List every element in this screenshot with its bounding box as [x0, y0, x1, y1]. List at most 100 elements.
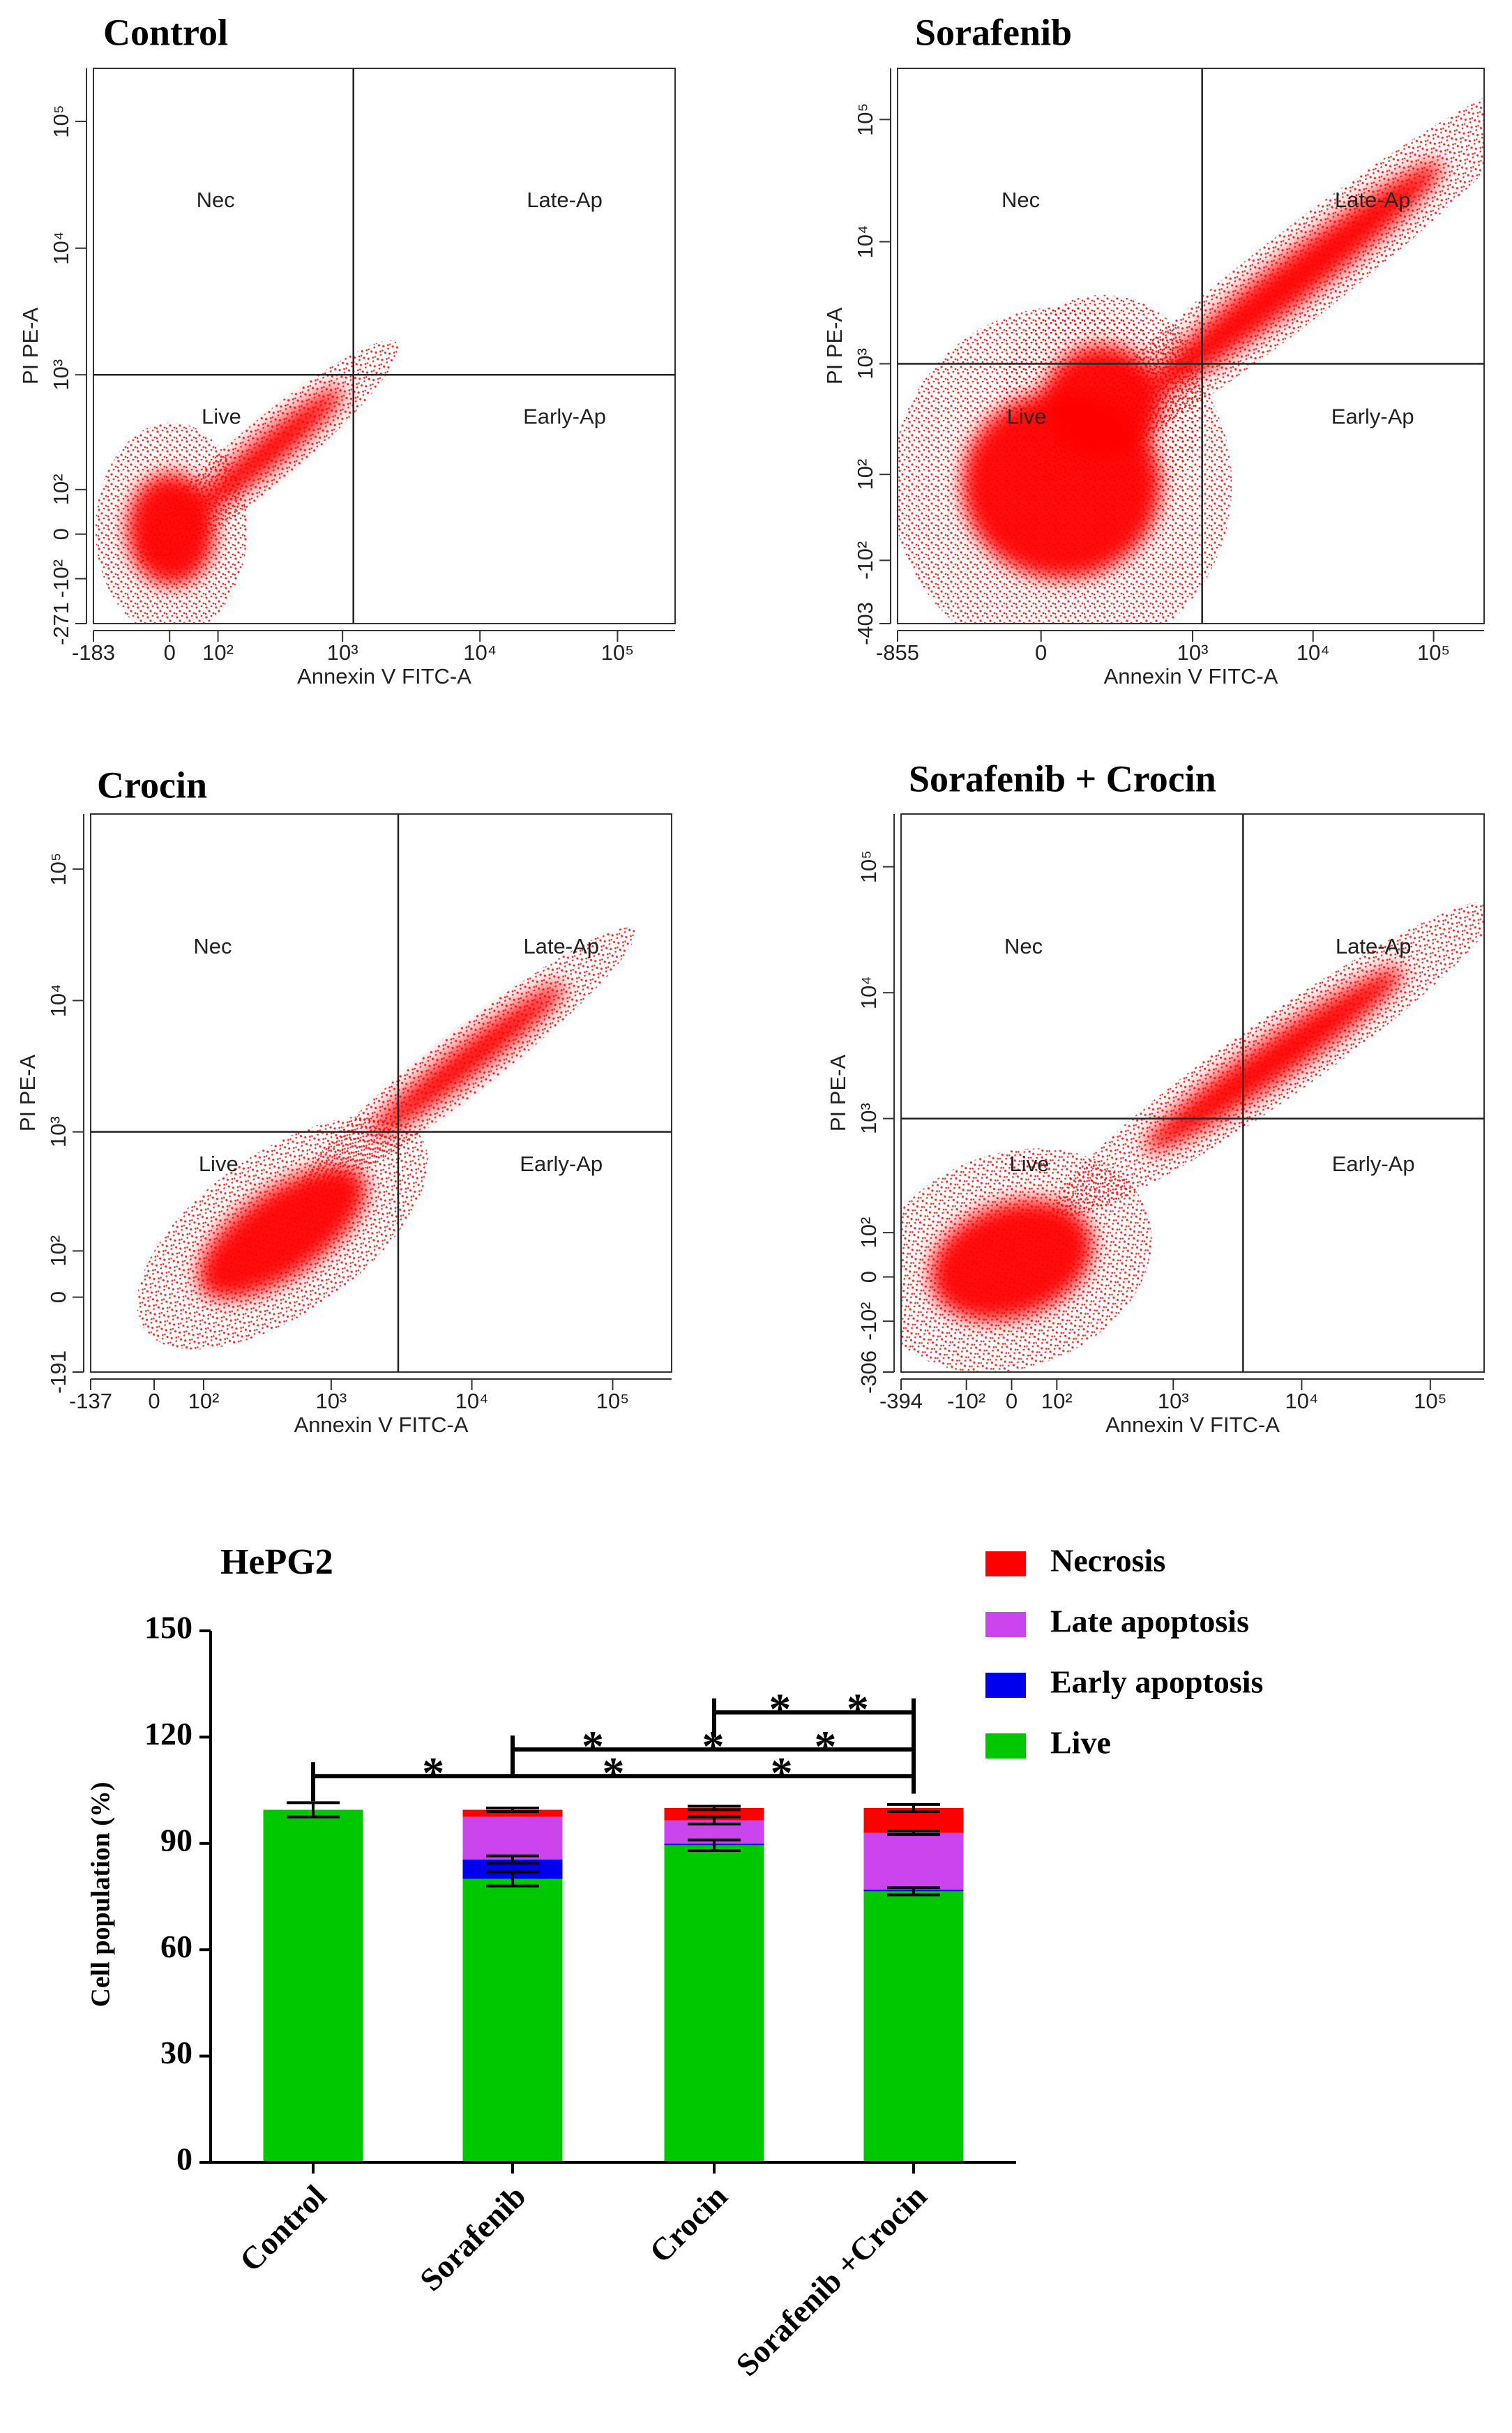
quadrant-label: Late-Ap — [527, 188, 603, 212]
legend-label: Late apoptosis — [1050, 1604, 1249, 1639]
y-tick-label: 10⁵ — [49, 105, 73, 137]
y-tick-label: 30 — [160, 2035, 192, 2070]
y-axis-label: PI PE-A — [18, 308, 43, 385]
y-tick-label: 10³ — [49, 359, 73, 391]
y-tick-label: 10⁴ — [856, 976, 881, 1009]
x-tick-label: -394 — [879, 1389, 923, 1413]
y-tick-label: 10² — [853, 459, 877, 490]
quadrant-label: Nec — [1001, 188, 1040, 212]
cell-cloud — [95, 340, 399, 624]
y-tick-label: -10² — [856, 1302, 881, 1341]
quadrant-label: Nec — [197, 188, 235, 212]
x-tick-label: 10² — [188, 1389, 220, 1413]
x-tick-label: 0 — [148, 1389, 160, 1413]
x-tick-label: -183 — [72, 640, 115, 665]
x-tick-label: Sorafenib — [413, 2178, 533, 2298]
x-tick-label: Sorafenib +Crocin — [729, 2178, 933, 2382]
y-tick-label: 10⁴ — [853, 225, 877, 259]
x-tick-label: 10³ — [327, 640, 358, 665]
cell-cloud — [901, 901, 1484, 1372]
legend-label: Live — [1050, 1725, 1111, 1761]
x-tick-label: 10⁴ — [1296, 640, 1330, 665]
x-tick-label: 0 — [1035, 640, 1047, 665]
x-tick-label: 10² — [1041, 1389, 1073, 1413]
bar-segment — [263, 1809, 363, 2162]
plot-frame — [90, 813, 672, 1373]
x-tick-label: -855 — [876, 640, 919, 665]
x-tick-label: 10⁵ — [596, 1389, 629, 1413]
significance-star: * — [771, 1748, 793, 1798]
plot-frame — [900, 813, 1485, 1373]
y-tick-label: 120 — [144, 1716, 192, 1752]
y-tick-label: -271 — [49, 602, 73, 645]
y-tick-label: 10² — [856, 1217, 881, 1249]
quadrant-label: Live — [1007, 405, 1047, 429]
x-tick-label: 10⁴ — [1285, 1389, 1319, 1413]
y-tick-label: 10² — [49, 474, 73, 505]
quadrant-label: Early-Ap — [520, 1152, 603, 1176]
y-tick-label: 150 — [144, 1610, 192, 1645]
y-tick-label: -10² — [49, 559, 73, 598]
legend-label: Necrosis — [1050, 1543, 1165, 1579]
x-tick-label: Crocin — [642, 2178, 734, 2269]
bar-segment — [863, 1832, 964, 1890]
cloud-core — [930, 1199, 1094, 1322]
y-tick-label: 0 — [856, 1271, 881, 1283]
cloud-core — [191, 386, 345, 517]
x-axis-label: Annexin V FITC-A — [294, 1413, 469, 1437]
y-tick-label: 10⁵ — [853, 103, 877, 136]
error-bar — [486, 1807, 539, 1814]
plot-frame — [93, 68, 676, 624]
panel-title: Sorafenib — [915, 11, 1072, 53]
y-axis-label: PI PE-A — [822, 308, 847, 385]
y-tick-label: 90 — [160, 1822, 192, 1858]
bar-segment — [863, 1891, 964, 2162]
quadrant-label: Live — [199, 1152, 239, 1176]
quadrant-label: Live — [1009, 1152, 1049, 1176]
y-tick-label: 0 — [46, 1291, 70, 1303]
legend-swatch — [985, 1673, 1026, 1698]
error-bar — [287, 1801, 340, 1818]
significance-star: * — [769, 1685, 791, 1734]
y-tick-label: 0 — [49, 528, 73, 540]
x-tick-label: 10⁴ — [463, 640, 497, 665]
quadrant-label: Late-Ap — [523, 934, 599, 958]
y-tick-label: -306 — [856, 1350, 881, 1394]
panel-title: Control — [103, 11, 228, 53]
x-tick-label: 10³ — [1177, 640, 1209, 665]
cell-cloud — [898, 77, 1484, 624]
x-tick-label: 10⁵ — [1417, 640, 1450, 665]
cloud-core — [197, 1166, 368, 1300]
bar-segment — [462, 1816, 563, 1860]
bar-segment — [664, 1845, 764, 2162]
y-tick-label: 10⁴ — [46, 984, 70, 1018]
y-tick-label: 10⁵ — [46, 852, 70, 885]
panel-title: Sorafenib + Crocin — [909, 758, 1216, 799]
x-tick-label: Control — [233, 2178, 333, 2278]
bar-segment — [462, 1809, 563, 1817]
y-tick-label: 0 — [176, 2141, 192, 2177]
significance-star: * — [422, 1748, 444, 1798]
x-tick-label: 10³ — [315, 1389, 347, 1413]
significance-bracket — [712, 1698, 916, 1794]
y-tick-label: 10³ — [46, 1116, 70, 1147]
cell-cloud — [137, 927, 635, 1350]
error-bar — [688, 1815, 741, 1825]
significance-star: * — [582, 1722, 604, 1771]
x-tick-label: 0 — [1006, 1389, 1018, 1413]
x-tick-label: 10³ — [1158, 1389, 1189, 1413]
y-tick-label: 10³ — [853, 348, 877, 379]
bar-segment — [462, 1878, 563, 2162]
x-tick-label: 10² — [202, 640, 234, 665]
cloud-core — [1143, 161, 1444, 398]
error-bar — [887, 1802, 940, 1814]
y-axis-label: PI PE-A — [15, 1055, 40, 1132]
error-bar — [486, 1854, 539, 1865]
legend-swatch — [985, 1733, 1026, 1758]
significance-star: * — [603, 1748, 625, 1798]
legend-label: Early apoptosis — [1050, 1664, 1263, 1700]
quadrant-label: Early-Ap — [523, 405, 606, 429]
x-tick-label: 10⁴ — [455, 1389, 489, 1413]
panel-title: Crocin — [97, 764, 207, 806]
